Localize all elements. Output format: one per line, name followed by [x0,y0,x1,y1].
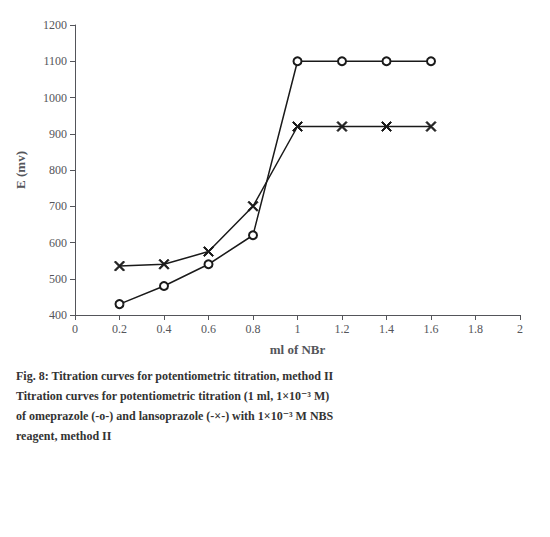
svg-text:1.6: 1.6 [424,322,439,336]
svg-text:E (mv): E (mv) [13,151,28,189]
svg-text:0.4: 0.4 [157,322,172,336]
svg-text:1.8: 1.8 [468,322,483,336]
svg-text:1: 1 [295,322,301,336]
svg-text:Titration curves for potentiom: Titration curves for potentiometric titr… [16,389,329,403]
svg-text:reagent, method II: reagent, method II [16,429,112,443]
svg-text:500: 500 [49,272,67,286]
svg-text:0.6: 0.6 [201,322,216,336]
svg-text:1200: 1200 [43,18,67,32]
svg-text:of omeprazole (-o-) and lansop: of omeprazole (-o-) and lansoprazole (-×… [16,409,334,423]
svg-text:700: 700 [49,199,67,213]
svg-text:2: 2 [517,322,523,336]
svg-text:1100: 1100 [43,54,67,68]
svg-text:1.2: 1.2 [335,322,350,336]
svg-text:400: 400 [49,308,67,322]
svg-text:0.2: 0.2 [112,322,127,336]
svg-text:0.8: 0.8 [246,322,261,336]
svg-text:0: 0 [72,322,78,336]
svg-text:800: 800 [49,163,67,177]
svg-text:1000: 1000 [43,91,67,105]
svg-text:1.4: 1.4 [379,322,394,336]
svg-text:900: 900 [49,127,67,141]
svg-text:Fig. 8: Titration curves for p: Fig. 8: Titration curves for potentiomet… [16,369,334,383]
svg-text:600: 600 [49,236,67,250]
svg-text:ml of NBr: ml of NBr [270,342,326,357]
